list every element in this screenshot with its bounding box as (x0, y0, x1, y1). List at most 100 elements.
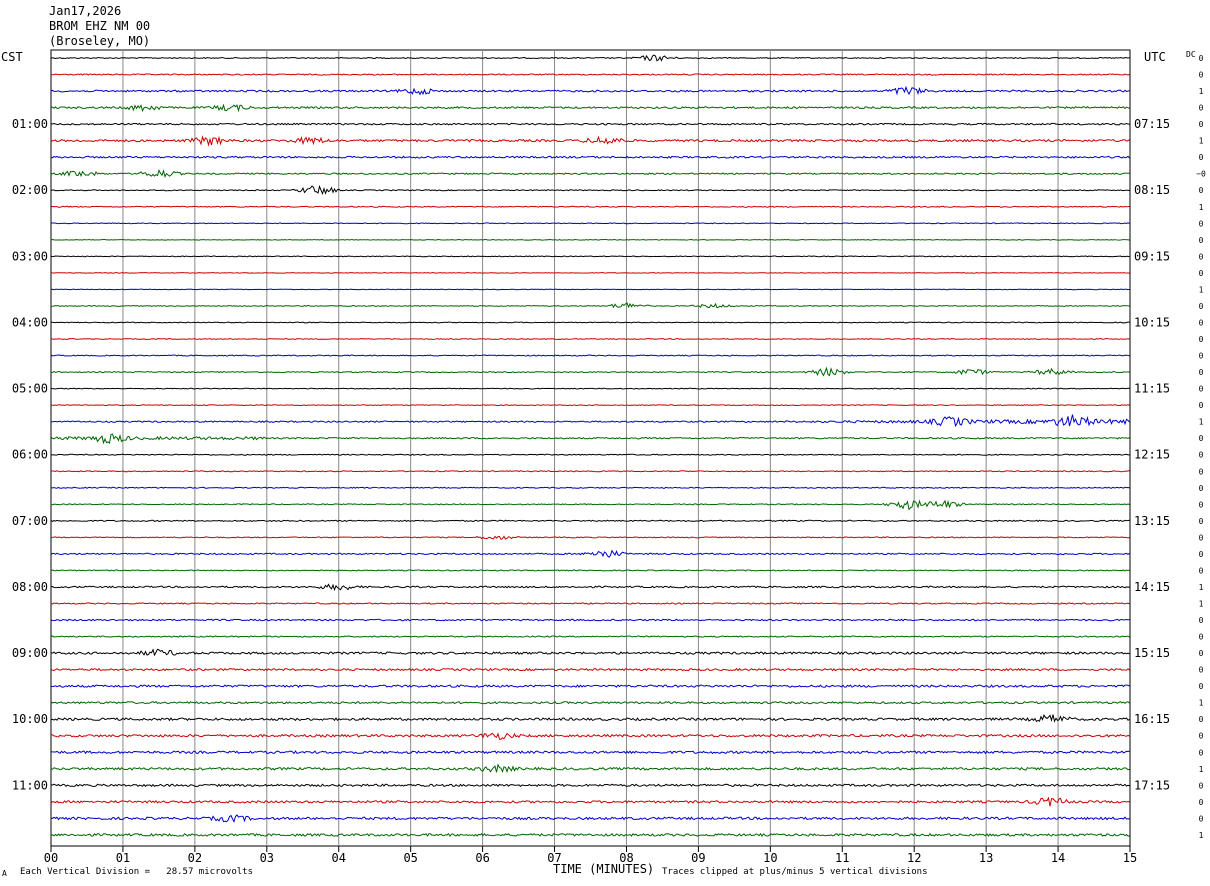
station-code: BROM EHZ NM 00 (49, 19, 151, 33)
seismic-trace (50, 302, 1130, 309)
minute-tick-label: 06 (475, 851, 489, 865)
dc-offset-value: 0 (1199, 385, 1204, 394)
minute-tick-label: 10 (763, 851, 777, 865)
seismic-trace (50, 122, 1130, 126)
seismic-trace (50, 255, 1130, 258)
dc-offset-value: 0 (1199, 748, 1204, 757)
dc-offset-value: 0 (1199, 104, 1204, 113)
dc-offset-value: 0 (1199, 368, 1204, 377)
seismic-trace (50, 732, 1130, 740)
seismic-trace (50, 338, 1130, 340)
clip-note: Traces clipped at plus/minus 5 vertical … (662, 867, 928, 877)
right-timezone-label: UTC (1144, 50, 1166, 64)
minute-tick-label: 13 (979, 851, 993, 865)
hour-label-local: 06:00 (12, 448, 48, 462)
left-timezone-label: CST (1, 50, 23, 64)
dc-offset-header: DC (1186, 50, 1196, 59)
hour-label-local: 07:00 (12, 514, 48, 528)
seismic-trace (50, 535, 1130, 540)
hour-label-utc: 10:15 (1134, 315, 1170, 329)
minute-tick-label: 05 (403, 851, 417, 865)
seismic-trace (50, 700, 1130, 705)
hour-label-local: 01:00 (12, 117, 48, 131)
seismic-trace (50, 272, 1130, 274)
seismic-trace (50, 366, 1130, 377)
seismic-trace (50, 832, 1130, 838)
dc-offset-value: 0 (1199, 302, 1204, 311)
dc-offset-value: 0 (1199, 682, 1204, 691)
seismic-trace (50, 583, 1130, 592)
seismic-trace (50, 103, 1130, 113)
dc-offset-value: 0 (1199, 219, 1204, 228)
dc-offset-value: 0 (1199, 318, 1204, 327)
seismic-trace (50, 288, 1130, 291)
seismic-trace (50, 569, 1130, 572)
x-axis-label: TIME (MINUTES) (553, 862, 655, 876)
minute-tick-label: 04 (332, 851, 346, 865)
minute-tick-label: 07 (547, 851, 561, 865)
seismic-trace (50, 239, 1130, 241)
seismic-trace (50, 85, 1130, 96)
dc-offset-value: 0 (1199, 451, 1204, 460)
dc-offset-value: 0 (1199, 401, 1204, 410)
hour-label-utc: 17:15 (1134, 778, 1170, 792)
dc-offset-value: 0 (1199, 484, 1204, 493)
seismic-trace (50, 602, 1130, 605)
seismic-trace (50, 486, 1130, 489)
dc-offset-value: 1 (1199, 583, 1204, 592)
seismic-trace (50, 519, 1130, 523)
seismic-trace (50, 783, 1130, 788)
hour-label-local: 10:00 (12, 712, 48, 726)
corner-mark: A (2, 869, 7, 878)
hour-label-local: 08:00 (12, 580, 48, 594)
seismic-trace (50, 414, 1130, 428)
dc-offset-value: 1 (1199, 699, 1204, 708)
minute-tick-label: 11 (835, 851, 849, 865)
dc-offset-value: 0 (1199, 467, 1204, 476)
hour-label-utc: 07:15 (1134, 117, 1170, 131)
hour-label-local: 11:00 (12, 778, 48, 792)
hour-label-utc: 16:15 (1134, 712, 1170, 726)
seismic-trace (50, 549, 1130, 558)
seismic-trace (50, 169, 1130, 179)
hour-label-utc: 08:15 (1134, 183, 1170, 197)
dc-offset-value: 1 (1199, 285, 1204, 294)
seismic-trace (50, 470, 1130, 473)
hour-label-utc: 15:15 (1134, 646, 1170, 660)
hour-label-local: 03:00 (12, 249, 48, 263)
dc-offset-value: 0 (1199, 666, 1204, 675)
plot-frame (50, 49, 1131, 847)
dc-offset-value: 0 (1199, 71, 1204, 80)
dc-offset-value: 0 (1199, 186, 1204, 195)
seismic-trace (50, 404, 1130, 407)
dc-offset-value: 1 (1199, 203, 1204, 212)
scale-note: Each Vertical Division = 28.57 microvolt… (20, 867, 253, 877)
dc-offset-value: 0 (1199, 616, 1204, 625)
minute-tick-label: 01 (116, 851, 130, 865)
seismic-trace (51, 750, 1130, 755)
dc-offset-value: 0 (1199, 120, 1204, 129)
minute-tick-label: 15 (1123, 851, 1137, 865)
minute-tick-label: 09 (691, 851, 705, 865)
seismic-trace (50, 222, 1130, 225)
hour-label-local: 02:00 (12, 183, 48, 197)
hour-label-utc: 09:15 (1134, 249, 1170, 263)
dc-offset-value: 0 (1199, 781, 1204, 790)
dc-offset-value: 0 (1199, 798, 1204, 807)
dc-offset-value: 1 (1199, 765, 1204, 774)
dc-offset-value: 0 (1199, 252, 1204, 261)
dc-offset-value: −0 (1196, 170, 1206, 179)
hour-label-local: 04:00 (12, 315, 48, 329)
plot-date: Jan17,2026 (49, 4, 122, 18)
seismic-trace (50, 618, 1130, 622)
minute-tick-label: 08 (619, 851, 633, 865)
seismic-trace (50, 135, 1130, 147)
seismic-trace (50, 205, 1130, 208)
hour-label-local: 05:00 (12, 382, 48, 396)
seismic-trace (50, 499, 1130, 511)
hour-label-local: 09:00 (12, 646, 48, 660)
seismic-trace (50, 321, 1130, 324)
seismic-trace (50, 648, 1130, 657)
seismic-trace (50, 796, 1130, 807)
